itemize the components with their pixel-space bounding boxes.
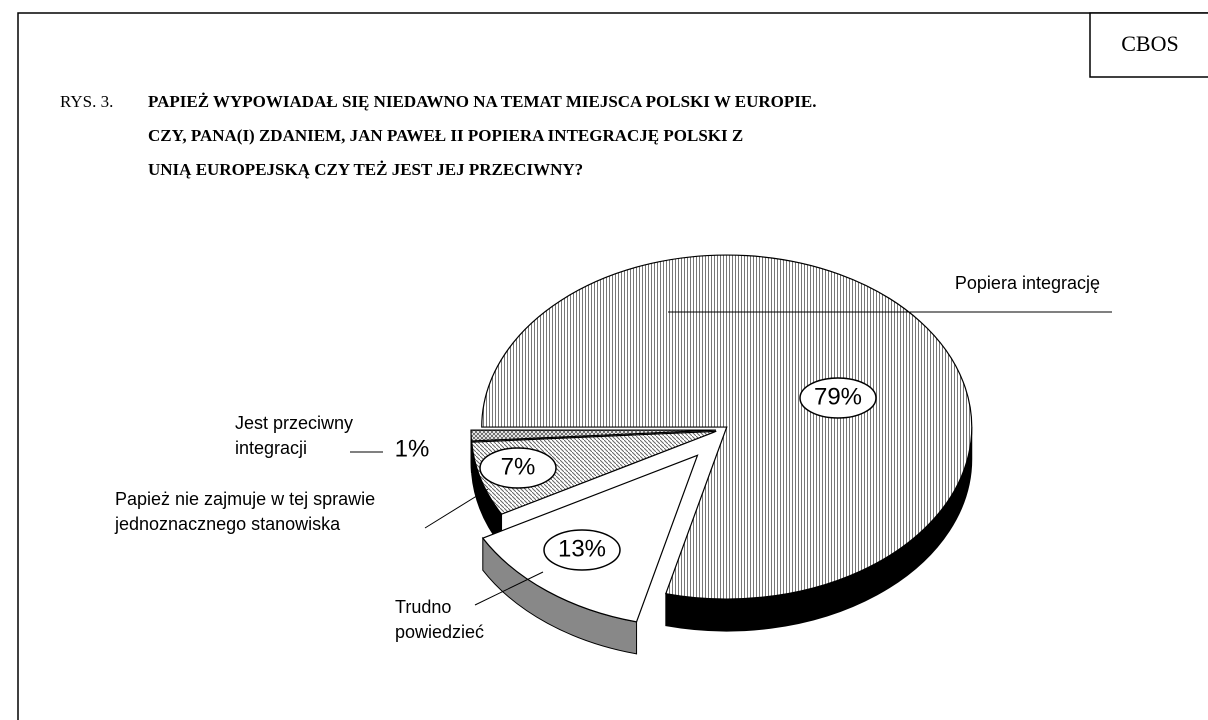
category-label: Trudno powiedzieć <box>395 597 484 642</box>
category-label: Jest przeciwny integracji <box>235 413 358 458</box>
slice <box>481 254 973 600</box>
figure-label: RYS. 3. <box>60 92 113 111</box>
leader-line <box>474 571 544 606</box>
category-label: Popiera integrację <box>955 273 1100 293</box>
value-label-bubble <box>479 447 557 489</box>
source: CBOS <box>1121 31 1178 56</box>
value-label: 7% <box>501 453 536 480</box>
leader-line <box>424 488 489 529</box>
value-label-bubble <box>543 529 621 571</box>
category-label: Papież nie zajmuje w tej sprawie jednozn… <box>114 489 380 534</box>
frame <box>17 12 1208 720</box>
slice <box>470 429 717 442</box>
source-box <box>1089 12 1208 78</box>
value-label: 79% <box>814 383 862 410</box>
chart-title: PAPIEŻ WYPOWIADAŁ SIĘ NIEDAWNO NA TEMAT … <box>148 92 821 179</box>
value-label: 1% <box>395 435 430 462</box>
value-label: 13% <box>558 535 606 562</box>
value-label-bubble <box>799 377 877 419</box>
